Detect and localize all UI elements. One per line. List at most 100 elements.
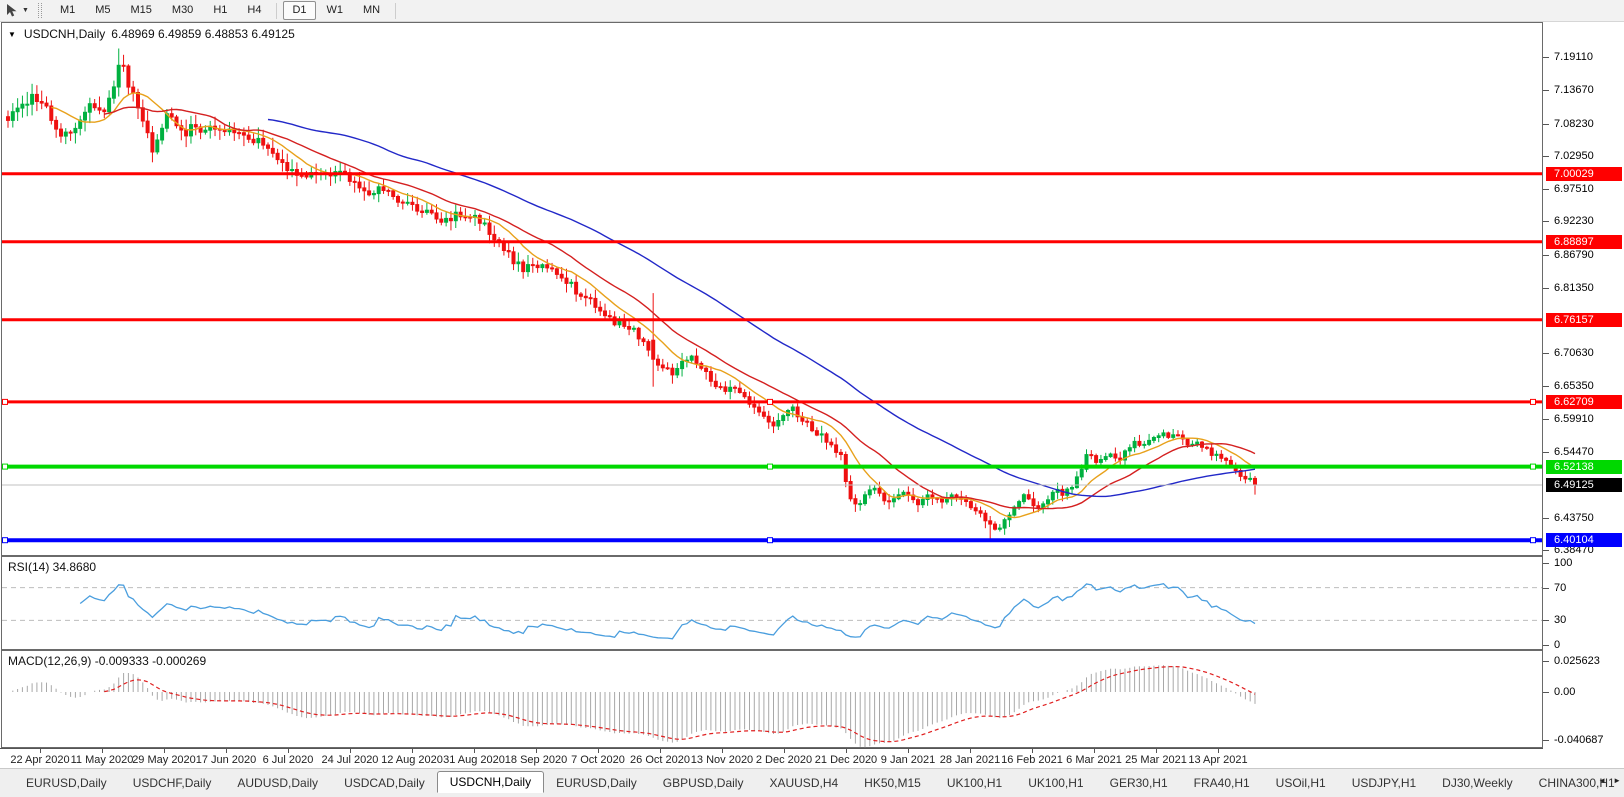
date-label: 13 Apr 2021 bbox=[1188, 754, 1248, 766]
tab-item-hk50-m15[interactable]: HK50,M15 bbox=[864, 776, 921, 790]
date-label: 29 May 2020 bbox=[132, 754, 196, 766]
tab-item-gbpusd-daily[interactable]: GBPUSD,Daily bbox=[662, 776, 744, 790]
level-handle[interactable] bbox=[1530, 463, 1536, 470]
tab-item-usoil-h1[interactable]: USOil,H1 bbox=[1275, 776, 1326, 790]
price-axis-label: 6.97510 bbox=[1554, 183, 1594, 195]
date-label: 25 Mar 2021 bbox=[1125, 754, 1187, 766]
date-label: 13 Nov 2020 bbox=[690, 754, 754, 766]
tool-dropdown-caret[interactable]: ▼ bbox=[22, 7, 29, 14]
chart-tab-bar: EURUSD,Daily USDCHF,Daily AUDUSD,Daily USDC… bbox=[0, 768, 1624, 797]
date-tick-mark bbox=[40, 749, 41, 753]
price-axis-label: 6.43750 bbox=[1554, 512, 1594, 524]
timeframe-button-h4[interactable]: H4 bbox=[247, 4, 262, 16]
axis-tick-mark bbox=[1543, 57, 1549, 58]
axis-tick-mark bbox=[1543, 353, 1549, 354]
price-axis-label: 6.59910 bbox=[1554, 413, 1594, 425]
axis-tick-mark bbox=[1543, 386, 1549, 387]
tab-scroll-left-icon[interactable]: ◄ bbox=[1598, 776, 1607, 785]
date-label: 21 Dec 2020 bbox=[814, 754, 878, 766]
macd-axis-label: 0.00 bbox=[1554, 686, 1576, 698]
date-label: 17 Jun 2020 bbox=[195, 754, 257, 766]
date-tick-mark bbox=[412, 749, 413, 753]
tab-scroll-right-icon[interactable]: ► bbox=[1613, 776, 1621, 785]
price-axis-label: 7.02950 bbox=[1554, 150, 1594, 162]
tab-item-eurusd-daily[interactable]: EURUSD,Daily bbox=[556, 776, 637, 790]
date-label: 6 Jul 2020 bbox=[262, 754, 314, 766]
level-handle[interactable] bbox=[767, 398, 773, 405]
timeframe-button-m15[interactable]: M15 bbox=[130, 4, 152, 16]
cursor-tool-icon[interactable] bbox=[4, 3, 19, 18]
date-tick-mark bbox=[846, 749, 847, 753]
tab-item-usdjpy-h1[interactable]: USDJPY,H1 bbox=[1351, 776, 1417, 790]
tab-item-dj30-weekly[interactable]: DJ30,Weekly bbox=[1442, 776, 1513, 790]
level-handle[interactable] bbox=[1530, 537, 1536, 544]
chart-collapse-icon[interactable]: ▼ bbox=[8, 29, 16, 39]
price-axis-label: 7.19110 bbox=[1554, 51, 1593, 63]
date-tick-mark bbox=[784, 749, 785, 753]
price-axis-label: 6.81350 bbox=[1554, 282, 1594, 294]
macd-panel-canvas[interactable] bbox=[0, 650, 1543, 748]
axis-tick-mark bbox=[1543, 645, 1549, 646]
macd-label: MACD(12,26,9) -0.009333 -0.000269 bbox=[8, 654, 207, 668]
price-level-badge: 6.52138 bbox=[1546, 460, 1622, 474]
level-handle[interactable] bbox=[2, 463, 8, 470]
level-handle[interactable] bbox=[2, 398, 8, 405]
date-label: 9 Jan 2021 bbox=[880, 754, 936, 766]
date-tick-mark bbox=[598, 749, 599, 753]
tab-item-usdchf-daily[interactable]: USDCHF,Daily bbox=[132, 776, 212, 790]
price-axis-label: 6.54470 bbox=[1554, 446, 1594, 458]
date-tick-mark bbox=[164, 749, 165, 753]
timeframe-button-mn[interactable]: MN bbox=[363, 4, 381, 16]
date-tick-mark bbox=[288, 749, 289, 753]
tab-item-audusd-daily[interactable]: AUDUSD,Daily bbox=[237, 776, 319, 790]
toolbar-grip[interactable] bbox=[37, 3, 42, 18]
price-axis-label: 6.70630 bbox=[1554, 347, 1594, 359]
rsi-axis-label: 0 bbox=[1554, 639, 1561, 651]
tab-item-usdcnh-daily[interactable]: USDCNH,Daily bbox=[436, 771, 545, 793]
macd-signal-line bbox=[104, 665, 1256, 743]
price-axis-label: 6.92230 bbox=[1554, 215, 1594, 227]
tab-scroll-arrows: ◄ ► bbox=[1598, 776, 1621, 785]
price-level-badge: 6.88897 bbox=[1546, 235, 1622, 249]
ma-fast-line bbox=[51, 92, 1256, 519]
tab-item-fra40-h1[interactable]: FRA40,H1 bbox=[1193, 776, 1250, 790]
level-handle[interactable] bbox=[767, 463, 773, 470]
tab-item-uk100-h1[interactable]: UK100,H1 bbox=[946, 776, 1003, 790]
tab-item-eurusd-daily[interactable]: EURUSD,Daily bbox=[26, 776, 107, 790]
timeframe-button-m5[interactable]: M5 bbox=[95, 4, 111, 16]
axis-tick-mark bbox=[1543, 661, 1549, 662]
main-chart-canvas[interactable] bbox=[0, 22, 1543, 556]
timeframe-button-h1[interactable]: H1 bbox=[213, 4, 228, 16]
rsi-frame bbox=[1, 556, 1543, 650]
tab-item-uk100-h1[interactable]: UK100,H1 bbox=[1028, 776, 1084, 790]
axis-tick-mark bbox=[1543, 740, 1549, 741]
ma-slow-line bbox=[267, 118, 1256, 498]
level-handle[interactable] bbox=[2, 537, 8, 544]
axis-tick-mark bbox=[1543, 419, 1549, 420]
axis-tick-mark bbox=[1543, 156, 1549, 157]
axis-tick-mark bbox=[1543, 452, 1549, 453]
timeframe-button-m30[interactable]: M30 bbox=[171, 4, 194, 16]
price-axis-label: 7.13670 bbox=[1554, 84, 1594, 96]
timeframe-button-w1[interactable]: W1 bbox=[326, 4, 344, 16]
tab-item-ger30-h1[interactable]: GER30,H1 bbox=[1109, 776, 1168, 790]
axis-tick-mark bbox=[1543, 563, 1549, 564]
rsi-panel-canvas[interactable] bbox=[0, 556, 1543, 650]
price-axis[interactable]: 7.19110 7.13670 7.08230 7.02950 6.97510 6.922… bbox=[1543, 22, 1624, 748]
level-handle[interactable] bbox=[1530, 398, 1536, 405]
macd-axis-label: -0.040687 bbox=[1554, 734, 1604, 746]
date-axis[interactable]: 22 Apr 2020 11 May 2020 29 May 2020 17 Jun … bbox=[0, 748, 1543, 769]
timeframe-button-m1[interactable]: M1 bbox=[59, 4, 76, 16]
tab-item-china300-h1[interactable]: CHINA300,H1 bbox=[1538, 776, 1615, 790]
date-tick-mark bbox=[1032, 749, 1033, 753]
timeframe-button-d1[interactable]: D1 bbox=[283, 1, 316, 20]
axis-tick-mark bbox=[1543, 90, 1549, 91]
level-handle[interactable] bbox=[767, 537, 773, 544]
tab-item-xauusd-h4[interactable]: XAUUSD,H4 bbox=[769, 776, 839, 790]
price-axis-label: 6.65350 bbox=[1554, 380, 1594, 392]
macd-axis-label: 0.025623 bbox=[1554, 655, 1600, 667]
date-label: 16 Feb 2021 bbox=[1001, 754, 1063, 766]
date-tick-mark bbox=[536, 749, 537, 753]
tab-item-usdcad-daily[interactable]: USDCAD,Daily bbox=[344, 776, 425, 790]
